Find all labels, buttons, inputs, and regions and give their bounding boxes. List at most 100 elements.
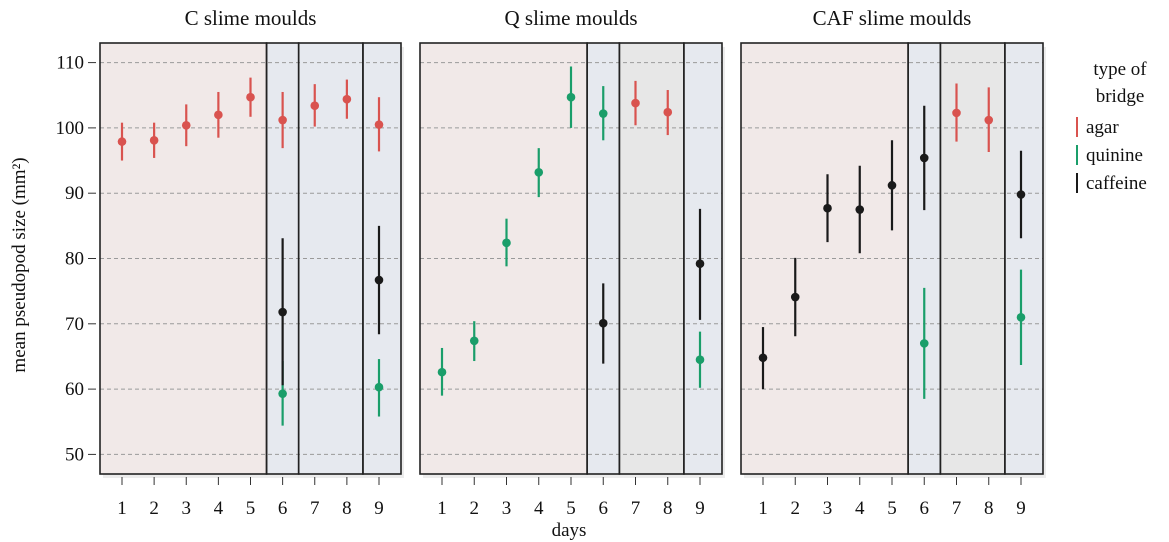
series-caffeine [758,105,1026,390]
data-point [695,355,705,365]
x-tick-label: 6 [920,498,930,519]
x-axis-label: days [552,520,587,541]
x-tick-label: 2 [149,498,159,519]
data-point [374,120,384,129]
data-point [534,168,544,177]
data-point [887,181,897,190]
y-tick-label: 50 [65,444,84,465]
data-point [952,108,961,118]
series-quinine [919,269,1026,399]
series-caffeine [598,208,705,364]
series-agar [952,83,994,153]
legend: type of bridge agar quinine caffeine [1076,59,1147,194]
legend-label-agar: agar [1086,117,1119,138]
chart-panels: C slime moulds 1 2 3 4 5 6 7 8 9 50 60 70 80 90 100 110 Q… [56,6,1046,519]
data-point [984,115,994,125]
data-point [437,367,447,377]
x-tick-label: 1 [117,498,127,519]
band-border [362,42,402,475]
series-agar [117,77,384,161]
legend-title: bridge [1096,86,1145,107]
x-tick-label: 8 [663,498,673,519]
x-tick-label: 7 [952,498,962,519]
x-tick-label: 9 [374,498,384,519]
x-tick-label: 4 [214,498,224,519]
data-point [790,292,800,302]
series-quinine [695,331,705,388]
data-point [374,275,384,285]
y-axis-label: mean pseudopod size (mm²) [9,157,30,372]
data-point [598,109,608,118]
panel-title: Q slime moulds [504,6,637,30]
x-tick-label: 5 [566,498,576,519]
x-tick-label: 7 [631,498,641,519]
data-point [823,203,832,213]
band-border [683,42,723,475]
x-tick-label: 1 [758,498,768,519]
data-point [117,137,127,146]
y-tick-label: 100 [56,118,85,139]
data-point [919,153,929,163]
data-point [149,136,159,145]
panel-3: CAF slime moulds 1 2 3 4 5 6 7 8 9 [740,6,1046,519]
data-point [919,339,929,348]
data-point [1016,312,1026,322]
panel-2: Q slime moulds 1 2 3 4 5 6 7 8 9 [419,6,725,519]
data-point [278,389,287,398]
x-tick-label: 4 [534,498,544,519]
x-tick-label: 9 [1016,498,1026,519]
x-tick-label: 2 [791,498,801,519]
x-tick-label: 1 [437,498,447,519]
panel-1: C slime moulds 1 2 3 4 5 6 7 8 9 50 60 70 80 90 100 110 [56,6,404,519]
data-point [310,101,320,110]
x-tick-label: 6 [599,498,609,519]
x-tick-label: 7 [310,498,320,519]
data-point [598,318,608,328]
data-point [758,353,768,363]
data-point [469,336,479,346]
y-tick-label: 60 [65,379,84,400]
legend-label-quinine: quinine [1086,145,1143,166]
data-point [855,205,865,214]
data-point [566,92,576,102]
panel-title: CAF slime moulds [813,6,972,30]
x-tick-label: 8 [342,498,352,519]
x-tick-label: 5 [887,498,897,519]
y-tick-label: 80 [65,249,84,270]
legend-title: type of [1093,59,1147,80]
data-point [214,110,223,120]
data-point [502,238,511,248]
x-tick-label: 6 [278,498,288,519]
data-point [695,259,705,269]
x-tick-label: 9 [695,498,705,519]
x-tick-label: 3 [502,498,512,519]
background-band [741,43,909,474]
panel-title: C slime moulds [185,6,317,30]
y-tick-label: 70 [65,314,84,335]
series-caffeine [278,225,384,386]
data-point [181,120,191,130]
band-border [1004,42,1044,475]
data-point [278,307,287,317]
data-point [663,107,673,117]
data-point [246,92,255,102]
x-tick-label: 2 [470,498,480,519]
x-tick-label: 3 [823,498,833,519]
x-tick-label: 5 [246,498,256,519]
data-point [278,115,287,125]
x-tick-label: 3 [182,498,192,519]
legend-label-caffeine: caffeine [1086,173,1147,194]
data-point [1016,190,1026,199]
y-tick-label: 90 [65,183,84,204]
background-band [420,43,588,474]
series-quinine [437,66,608,396]
data-point [374,382,384,392]
x-tick-label: 4 [855,498,865,519]
background-band [100,43,267,474]
data-point [342,94,352,104]
y-tick-label: 110 [56,53,84,74]
x-tick-label: 8 [984,498,994,519]
series-agar [631,80,673,136]
data-point [631,98,640,108]
